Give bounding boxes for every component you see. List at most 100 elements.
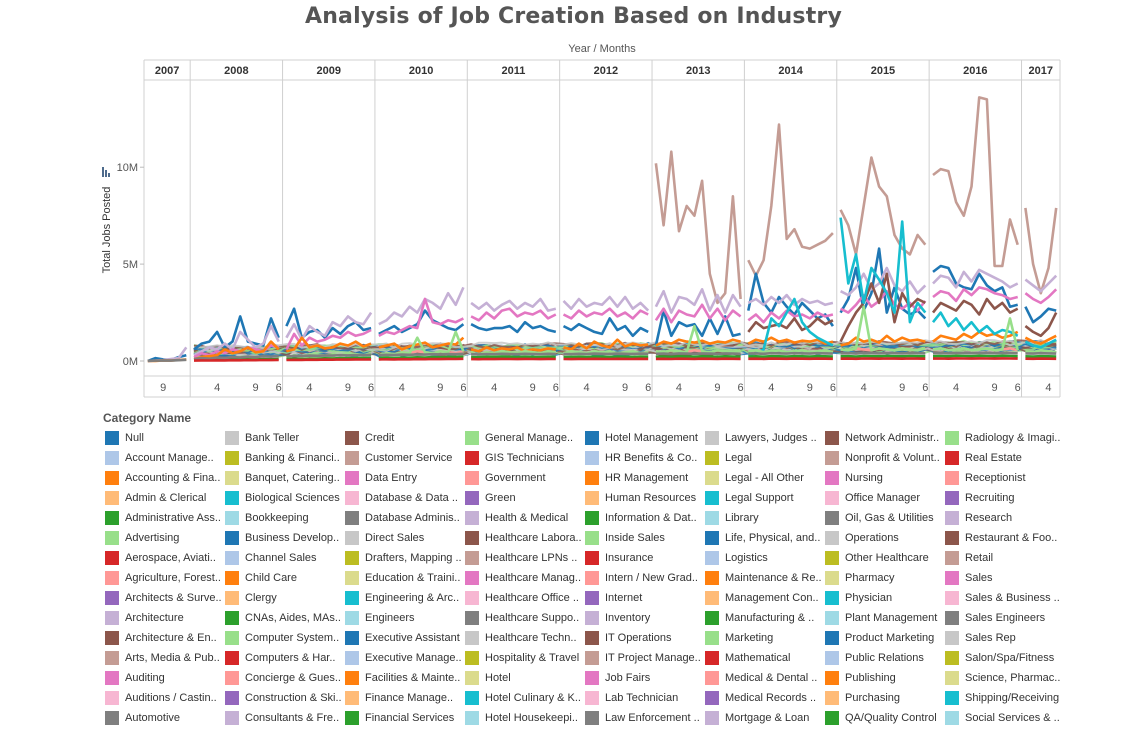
legend-item[interactable]: HR Benefits & Co..: [585, 448, 697, 468]
legend-item[interactable]: Product Marketing: [825, 628, 934, 648]
legend-item[interactable]: Financial Services: [345, 708, 454, 728]
legend-item[interactable]: IT Project Manage..: [585, 648, 701, 668]
legend-item[interactable]: Logistics: [705, 548, 768, 568]
legend-item[interactable]: HR Management: [585, 468, 688, 488]
legend-item[interactable]: Legal - All Other: [705, 468, 804, 488]
legend-item[interactable]: GIS Technicians: [465, 448, 564, 468]
legend-item[interactable]: Lab Technician: [585, 688, 678, 708]
legend-item[interactable]: Credit: [345, 428, 394, 448]
legend-item[interactable]: Law Enforcement ..: [585, 708, 700, 728]
legend-item[interactable]: Mortgage & Loan: [705, 708, 809, 728]
legend-item[interactable]: Executive Assistant: [345, 628, 460, 648]
legend-item[interactable]: Aerospace, Aviati..: [105, 548, 216, 568]
legend-item[interactable]: Channel Sales: [225, 548, 317, 568]
legend-item[interactable]: Retail: [945, 548, 993, 568]
legend-item[interactable]: Facilities & Mainte..: [345, 668, 460, 688]
legend-item[interactable]: Mathematical: [705, 648, 790, 668]
legend-item[interactable]: Publishing: [825, 668, 896, 688]
legend-item[interactable]: Office Manager: [825, 488, 920, 508]
legend-item[interactable]: Shipping/Receiving: [945, 688, 1059, 708]
legend-item[interactable]: Hospitality & Travel: [465, 648, 579, 668]
legend-item[interactable]: Architecture: [105, 608, 184, 628]
legend-item[interactable]: Physician: [825, 588, 892, 608]
legend-item[interactable]: Operations: [825, 528, 899, 548]
legend-item[interactable]: Admin & Clerical: [105, 488, 206, 508]
legend-item[interactable]: Accounting & Fina..: [105, 468, 220, 488]
legend-item[interactable]: Real Estate: [945, 448, 1022, 468]
legend-item[interactable]: Administrative Ass..: [105, 508, 221, 528]
legend-item[interactable]: Hotel Culinary & K..: [465, 688, 581, 708]
legend-item[interactable]: Job Fairs: [585, 668, 650, 688]
legend-item[interactable]: Social Services & ..: [945, 708, 1060, 728]
legend-item[interactable]: Recruiting: [945, 488, 1015, 508]
legend-item[interactable]: Banquet, Catering..: [225, 468, 340, 488]
legend-item[interactable]: Plant Management: [825, 608, 937, 628]
legend-item[interactable]: Healthcare Techn..: [465, 628, 577, 648]
legend-item[interactable]: Life, Physical, and..: [705, 528, 820, 548]
legend-item[interactable]: Construction & Ski..: [225, 688, 342, 708]
legend-item[interactable]: Concierge & Gues..: [225, 668, 341, 688]
legend-item[interactable]: Computer System..: [225, 628, 339, 648]
legend-item[interactable]: Null: [105, 428, 144, 448]
legend-item[interactable]: Nonprofit & Volunt..: [825, 448, 940, 468]
legend-item[interactable]: IT Operations: [585, 628, 671, 648]
legend-item[interactable]: Public Relations: [825, 648, 924, 668]
legend-item[interactable]: Green: [465, 488, 516, 508]
legend-item[interactable]: Business Develop..: [225, 528, 339, 548]
legend-item[interactable]: Other Healthcare: [825, 548, 929, 568]
legend-item[interactable]: Maintenance & Re..: [705, 568, 822, 588]
legend-item[interactable]: Direct Sales: [345, 528, 424, 548]
legend-item[interactable]: Medical Records ..: [705, 688, 816, 708]
legend-item[interactable]: Engineering & Arc..: [345, 588, 459, 608]
legend-item[interactable]: Sales Engineers: [945, 608, 1045, 628]
legend-item[interactable]: Inside Sales: [585, 528, 665, 548]
legend-item[interactable]: Sales: [945, 568, 993, 588]
legend-item[interactable]: Finance Manage..: [345, 688, 453, 708]
legend-item[interactable]: Receptionist: [945, 468, 1026, 488]
legend-item[interactable]: Insurance: [585, 548, 653, 568]
legend-item[interactable]: Account Manage..: [105, 448, 214, 468]
legend-item[interactable]: Pharmacy: [825, 568, 895, 588]
legend-item[interactable]: Executive Manage..: [345, 648, 462, 668]
legend-item[interactable]: Child Care: [225, 568, 297, 588]
legend-item[interactable]: Salon/Spa/Fitness: [945, 648, 1054, 668]
legend-item[interactable]: Bank Teller: [225, 428, 299, 448]
legend-item[interactable]: Data Entry: [345, 468, 417, 488]
legend-item[interactable]: QA/Quality Control: [825, 708, 937, 728]
legend-item[interactable]: Sales & Business ..: [945, 588, 1060, 608]
legend-item[interactable]: Purchasing: [825, 688, 900, 708]
legend-item[interactable]: Network Administr..: [825, 428, 939, 448]
legend-item[interactable]: Legal Support: [705, 488, 794, 508]
legend-item[interactable]: Restaurant & Foo..: [945, 528, 1057, 548]
legend-item[interactable]: Database & Data ..: [345, 488, 458, 508]
legend-item[interactable]: Healthcare Office ..: [465, 588, 579, 608]
legend-item[interactable]: Bookkeeping: [225, 508, 309, 528]
legend-item[interactable]: Auditions / Castin..: [105, 688, 217, 708]
legend-item[interactable]: Information & Dat..: [585, 508, 697, 528]
legend-item[interactable]: Science, Pharmac..: [945, 668, 1060, 688]
legend-item[interactable]: Clergy: [225, 588, 277, 608]
legend-item[interactable]: Inventory: [585, 608, 650, 628]
legend-item[interactable]: CNAs, Aides, MAs..: [225, 608, 341, 628]
legend-item[interactable]: Database Adminis..: [345, 508, 460, 528]
legend-item[interactable]: Lawyers, Judges ..: [705, 428, 817, 448]
legend-item[interactable]: Education & Traini..: [345, 568, 460, 588]
legend-item[interactable]: Healthcare Manag..: [465, 568, 581, 588]
legend-item[interactable]: Hotel Management: [585, 428, 698, 448]
legend-item[interactable]: Hotel: [465, 668, 511, 688]
legend-item[interactable]: Healthcare Labora..: [465, 528, 582, 548]
legend-item[interactable]: Research: [945, 508, 1012, 528]
legend-item[interactable]: Radiology & Imagi..: [945, 428, 1060, 448]
legend-item[interactable]: Engineers: [345, 608, 415, 628]
legend-item[interactable]: Arts, Media & Pub..: [105, 648, 220, 668]
legend-item[interactable]: Legal: [705, 448, 752, 468]
legend-item[interactable]: Oil, Gas & Utilities: [825, 508, 934, 528]
legend-item[interactable]: Healthcare Suppo..: [465, 608, 579, 628]
legend-item[interactable]: Intern / New Grad..: [585, 568, 698, 588]
legend-item[interactable]: Internet: [585, 588, 642, 608]
legend-item[interactable]: Marketing: [705, 628, 773, 648]
legend-item[interactable]: Banking & Financi..: [225, 448, 340, 468]
legend-item[interactable]: Architects & Surve..: [105, 588, 222, 608]
legend-item[interactable]: Auditing: [105, 668, 165, 688]
legend-item[interactable]: Manufacturing & ..: [705, 608, 814, 628]
